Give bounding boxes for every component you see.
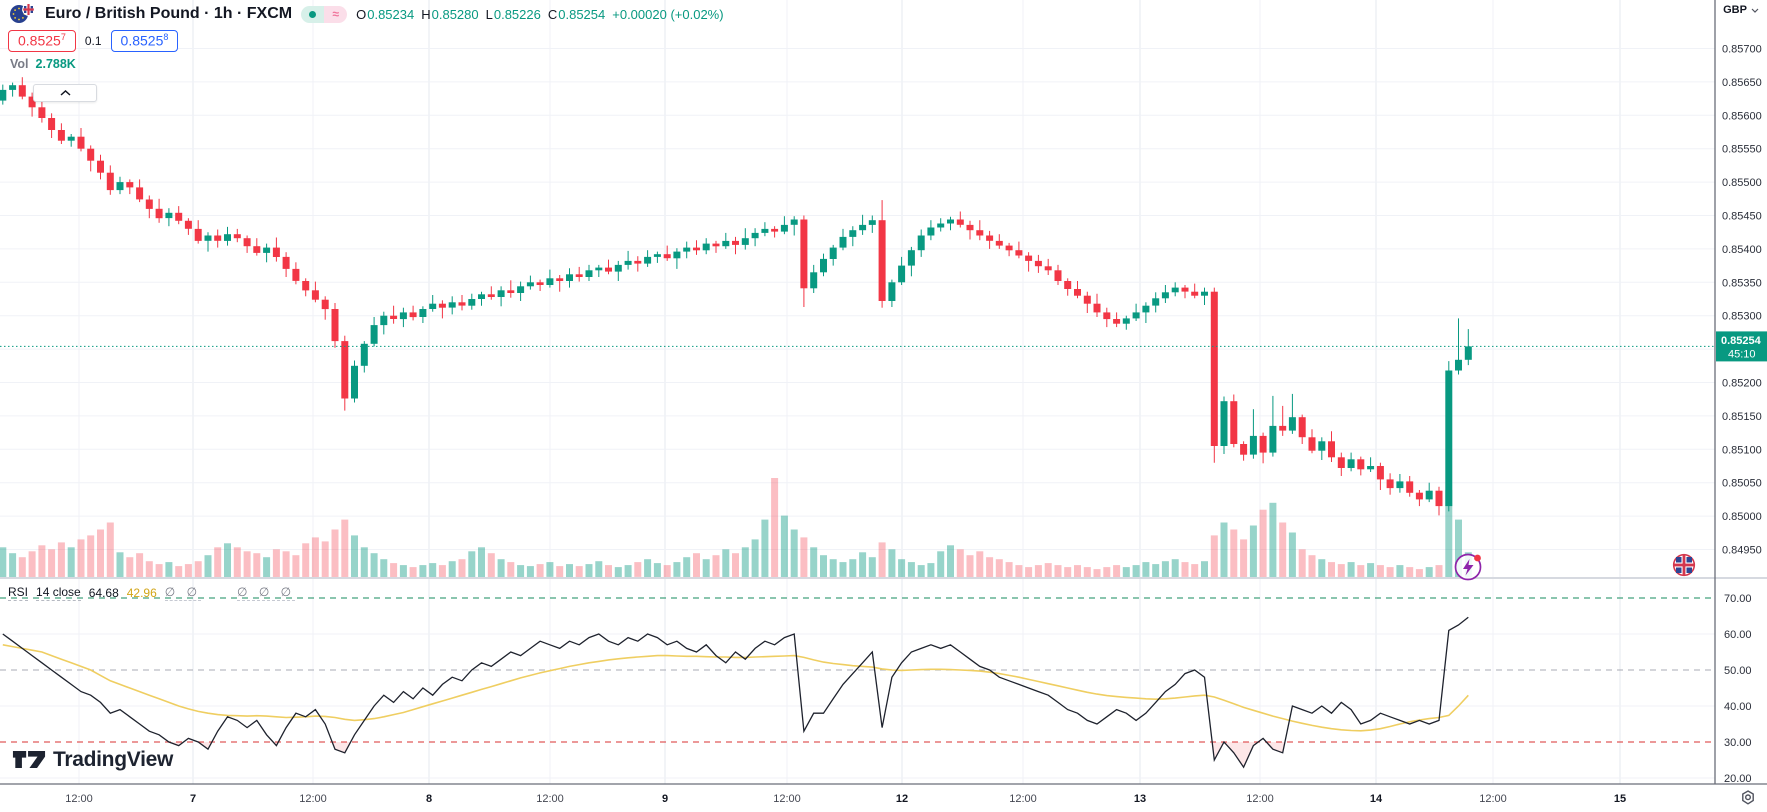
svg-text:15: 15 <box>1614 793 1626 805</box>
time-axis[interactable]: 12:00 7 12:00 8 12:00 9 12:00 12 12:00 13 12:00 14 1… <box>65 793 1626 805</box>
volume-legend[interactable]: Vol 2.788K <box>10 57 76 71</box>
spread-value: 0.1 <box>84 33 102 48</box>
svg-text:45:10: 45:10 <box>1728 348 1756 360</box>
gear-icon <box>1742 790 1754 805</box>
alert-lightning-badge[interactable] <box>1452 550 1486 589</box>
open-label: O <box>356 6 367 22</box>
currency-selector[interactable]: GBP <box>1716 4 1766 16</box>
high-label: H <box>421 6 431 22</box>
svg-text:12:00: 12:00 <box>1246 793 1274 805</box>
bid-ask-row: 0.85257 0.1 0.85258 <box>8 30 179 52</box>
tradingview-logo-icon <box>12 751 46 768</box>
buy-button[interactable]: 0.85258 <box>110 30 179 52</box>
svg-text:0.85300: 0.85300 <box>1722 311 1762 323</box>
tradingview-watermark[interactable]: TradingView <box>12 747 173 772</box>
close-value: 0.85254 <box>558 6 606 22</box>
open-value: 0.85234 <box>367 6 415 22</box>
rsi-params: 14 close <box>36 585 81 601</box>
svg-text:0.85000: 0.85000 <box>1722 511 1762 523</box>
svg-text:0.85600: 0.85600 <box>1722 110 1762 122</box>
svg-text:0.85500: 0.85500 <box>1722 177 1762 189</box>
last-price-label: 0.85254 45:10 <box>1716 331 1767 362</box>
svg-text:20.00: 20.00 <box>1724 773 1752 785</box>
price-gridlines <box>0 48 1715 550</box>
gbp-flag-icon <box>1672 553 1696 582</box>
svg-text:9: 9 <box>662 793 668 805</box>
svg-text:0.85650: 0.85650 <box>1722 77 1762 89</box>
market-open-dot-icon <box>301 5 325 23</box>
pair-logo-icon <box>10 3 35 23</box>
currency-label: GBP <box>1723 4 1747 16</box>
rsi-name[interactable]: RSI <box>8 585 29 601</box>
chevron-up-icon <box>60 90 70 96</box>
rsi-gridlines <box>0 597 1715 779</box>
svg-text:0.85450: 0.85450 <box>1722 211 1762 223</box>
volume-value: 2.788K <box>35 57 76 71</box>
rsi-empty-values-2: ∅ ∅ ∅ <box>237 585 296 601</box>
svg-text:40.00: 40.00 <box>1724 701 1752 713</box>
rsi-line[interactable] <box>2 616 1469 769</box>
svg-text:13: 13 <box>1134 793 1146 805</box>
low-value: 0.85226 <box>493 6 541 22</box>
svg-text:0.85050: 0.85050 <box>1722 478 1762 490</box>
svg-text:0.85550: 0.85550 <box>1722 144 1762 156</box>
close-label: C <box>547 6 558 22</box>
svg-text:60.00: 60.00 <box>1724 629 1752 641</box>
svg-text:0.85350: 0.85350 <box>1722 277 1762 289</box>
lightning-icon <box>1454 553 1482 581</box>
volume-label: Vol <box>10 57 29 71</box>
rsi-axis[interactable]: 70.00 60.00 50.00 40.00 30.00 20.00 <box>1724 593 1752 785</box>
svg-text:7: 7 <box>190 793 196 805</box>
rsi-oversold-fill <box>168 742 1285 768</box>
symbol-legend[interactable]: Euro / British Pound · 1h · FXCM ≈ O0.85… <box>8 3 724 25</box>
vertical-gridlines <box>78 0 1621 784</box>
symbol-title[interactable]: Euro / British Pound · 1h · FXCM <box>45 5 293 22</box>
svg-text:12:00: 12:00 <box>773 793 801 805</box>
svg-text:12:00: 12:00 <box>1479 793 1507 805</box>
rsi-ma-line[interactable] <box>2 644 1469 732</box>
time-axis-settings-button[interactable] <box>1739 789 1757 812</box>
svg-text:0.85150: 0.85150 <box>1722 411 1762 423</box>
low-label: L <box>485 6 493 22</box>
svg-text:0.85100: 0.85100 <box>1722 444 1762 456</box>
svg-text:50.00: 50.00 <box>1724 665 1752 677</box>
rsi-indicator-legend[interactable]: RSI 14 close 64.68 42.96 ∅ ∅ ∅ ∅ ∅ <box>8 585 296 601</box>
svg-text:30.00: 30.00 <box>1724 737 1752 749</box>
svg-text:70.00: 70.00 <box>1724 593 1752 605</box>
svg-text:14: 14 <box>1370 793 1383 805</box>
svg-text:0.85400: 0.85400 <box>1722 244 1762 256</box>
rsi-empty-values-1: ∅ ∅ <box>164 585 202 601</box>
svg-text:12:00: 12:00 <box>536 793 564 805</box>
approx-data-icon: ≈ <box>324 5 348 23</box>
tradingview-logo-text: TradingView <box>53 747 174 771</box>
rsi-value: 64.68 <box>88 586 119 600</box>
candles[interactable] <box>0 77 1472 516</box>
svg-text:12:00: 12:00 <box>1009 793 1037 805</box>
svg-text:0.85700: 0.85700 <box>1722 44 1762 56</box>
svg-text:0.85254: 0.85254 <box>1721 335 1762 347</box>
chevron-down-icon <box>1751 8 1759 13</box>
svg-text:0.85200: 0.85200 <box>1722 378 1762 390</box>
price-axis[interactable]: 0.85700 0.85650 0.85600 0.85550 0.85500 0.854… <box>1722 44 1762 557</box>
market-status-pill[interactable]: ≈ <box>301 5 348 23</box>
svg-text:12:00: 12:00 <box>65 793 93 805</box>
volume-bars[interactable] <box>0 478 1472 578</box>
collapse-pane-button[interactable] <box>33 84 97 102</box>
rsi-ma-value: 42.96 <box>126 586 157 600</box>
svg-text:12: 12 <box>896 793 908 805</box>
ohlc-values: O0.85234 H0.85280 L0.85226 C0.85254 +0.0… <box>356 7 723 22</box>
svg-text:12:00: 12:00 <box>299 793 327 805</box>
high-value: 0.85280 <box>431 6 479 22</box>
svg-text:0.84950: 0.84950 <box>1722 545 1762 557</box>
change-value: +0.00020 (+0.02%) <box>612 6 724 22</box>
sell-button[interactable]: 0.85257 <box>8 30 76 52</box>
svg-text:8: 8 <box>426 793 432 805</box>
